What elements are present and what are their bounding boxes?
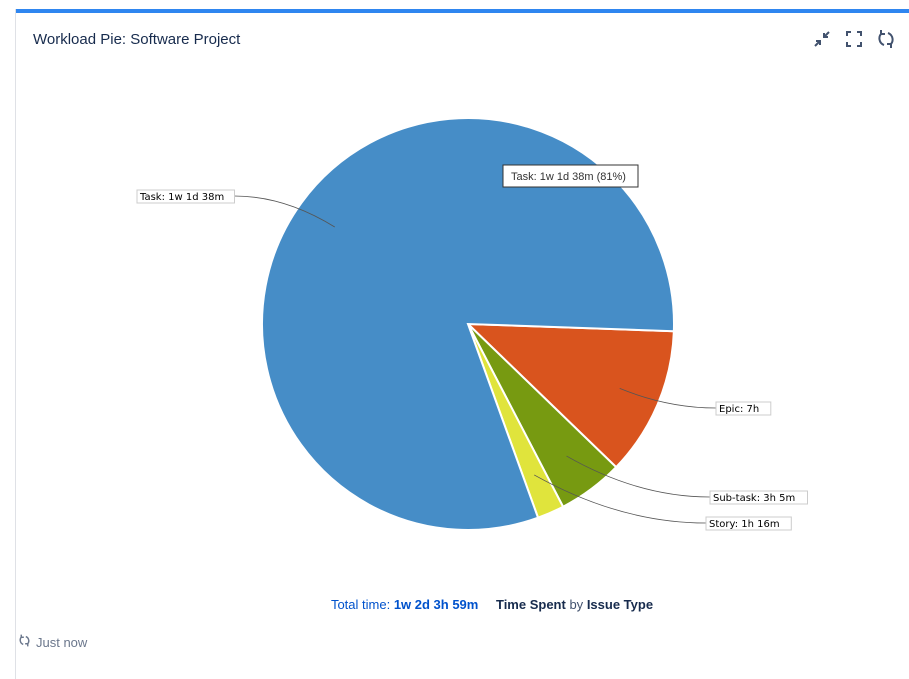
widget-title: Workload Pie: Software Project — [33, 31, 241, 48]
tooltip-box — [502, 164, 639, 188]
slice-label-sub-task: Sub-task: 3h 5m — [713, 493, 795, 504]
tooltip-text: Task: 1w 1d 38m (81%) — [511, 171, 626, 183]
group-label: Issue Type — [586, 597, 654, 612]
by-label: by — [569, 597, 584, 612]
leader-line — [619, 388, 717, 409]
slice-label-box — [136, 189, 235, 204]
refresh-small-icon[interactable] — [18, 634, 31, 650]
last-updated: Just now — [18, 634, 87, 650]
leader-line — [234, 195, 335, 228]
collapse-icon[interactable] — [812, 29, 832, 49]
slice-label-box — [705, 516, 792, 531]
widget-accent-bar — [16, 9, 909, 13]
refresh-icon[interactable] — [876, 29, 896, 49]
pie-slice-epic[interactable] — [465, 322, 675, 469]
slice-label-box — [709, 490, 808, 505]
total-time-label: Total time: — [330, 597, 391, 612]
last-updated-text: Just now — [36, 634, 88, 650]
total-time-value: 1w 2d 3h 59m — [393, 597, 479, 612]
slice-label-story: Story: 1h 16m — [709, 519, 780, 530]
metric-label: Time Spent — [495, 597, 566, 612]
slice-label-box — [715, 401, 772, 416]
leader-line — [566, 455, 711, 498]
chart-footer: Total time: 1w 2d 3h 59m Time Spent by I… — [0, 597, 909, 612]
slice-label-epic: Epic: 7h — [719, 404, 759, 415]
slice-label-task: Task: 1w 1d 38m — [139, 192, 224, 203]
fullscreen-icon[interactable] — [844, 29, 864, 49]
leader-line — [533, 474, 707, 524]
